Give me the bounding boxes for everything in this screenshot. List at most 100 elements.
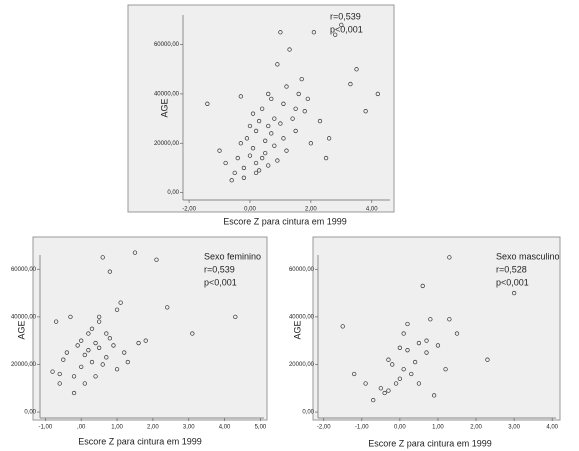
point — [405, 321, 410, 327]
point — [290, 116, 295, 121]
y-axis-label: AGE — [292, 320, 302, 339]
point — [352, 371, 357, 377]
point — [238, 94, 243, 99]
point — [386, 388, 391, 393]
point — [154, 257, 159, 262]
point — [71, 390, 77, 396]
point — [409, 371, 414, 377]
point — [244, 136, 250, 141]
y-axis-label: AGE — [159, 98, 169, 117]
point — [89, 326, 95, 331]
y-tick-label: 20000,00 — [154, 141, 180, 147]
point — [272, 143, 277, 148]
point — [435, 343, 441, 348]
point — [104, 355, 109, 360]
point — [371, 398, 376, 403]
point — [333, 32, 338, 37]
point — [284, 148, 289, 153]
point — [256, 118, 262, 124]
point — [143, 338, 148, 343]
point — [443, 367, 448, 372]
y-tick-label: 60000,00 — [289, 267, 315, 273]
point — [378, 386, 383, 391]
y-tick-label: 0,00 — [24, 410, 36, 416]
point — [223, 160, 228, 166]
point — [68, 314, 73, 320]
point — [416, 381, 422, 386]
point — [275, 62, 280, 67]
point — [96, 314, 102, 320]
y-tick-label: 20000,00 — [289, 362, 315, 368]
point — [229, 178, 234, 183]
x-tick-label: 2,00 — [147, 425, 159, 431]
point — [269, 96, 274, 102]
point — [266, 123, 271, 129]
annotation: p<0,001 — [204, 277, 237, 287]
x-tick-label: 2,00 — [305, 207, 317, 213]
plot-background — [127, 4, 395, 213]
point — [82, 352, 87, 358]
point — [354, 67, 359, 72]
point — [50, 369, 55, 374]
point — [363, 381, 368, 386]
y-tick-label: 40000,00 — [289, 314, 315, 320]
point — [114, 307, 120, 312]
point — [311, 30, 317, 35]
point — [323, 155, 329, 161]
x-tick-label: 1,00 — [111, 425, 123, 431]
point — [71, 374, 77, 379]
point — [269, 131, 274, 136]
point — [266, 91, 271, 97]
point — [317, 118, 323, 124]
point — [165, 305, 170, 310]
y-tick-label: 40000,00 — [11, 314, 37, 320]
y-tick-label: 60000,00 — [11, 267, 37, 273]
x-tick-label: 0,00 — [394, 425, 406, 431]
point — [390, 362, 395, 367]
point — [428, 317, 433, 322]
point — [93, 374, 98, 379]
point — [111, 343, 116, 348]
point — [82, 381, 87, 386]
point — [308, 141, 314, 146]
y-tick-label: 0,00 — [167, 190, 179, 196]
point — [263, 150, 268, 156]
plot-background — [32, 236, 268, 421]
point — [132, 250, 138, 255]
point — [122, 350, 127, 355]
point — [75, 343, 80, 348]
x-tick-label: 3,00 — [183, 425, 195, 431]
annotation: p<0,001 — [496, 277, 529, 287]
point — [293, 128, 298, 134]
point — [424, 350, 429, 355]
x-tick-label: -2,00 — [317, 425, 331, 431]
point — [86, 331, 91, 336]
x-tick-label: 3,00 — [508, 425, 520, 431]
x-axis-label: Escore Z para cintura em 1999 — [223, 216, 347, 226]
y-tick-label: 20000,00 — [11, 362, 37, 368]
point — [253, 170, 259, 176]
point — [107, 336, 113, 341]
y-tick-label: 40000,00 — [154, 92, 180, 98]
annotation: r=0,539 — [204, 264, 235, 274]
point — [382, 390, 387, 396]
y-tick-label: 0,00 — [302, 410, 314, 416]
x-tick-label: 0,00 — [244, 207, 256, 213]
point — [363, 109, 368, 114]
x-tick-label: 4,00 — [546, 425, 558, 431]
point — [253, 128, 259, 134]
point — [96, 319, 102, 324]
point — [299, 76, 304, 82]
point — [272, 116, 277, 121]
point — [348, 81, 353, 87]
y-axis-label: AGE — [16, 320, 26, 339]
annotation: p<0,001 — [330, 24, 363, 34]
point — [250, 146, 256, 151]
point — [275, 158, 280, 163]
point — [238, 141, 243, 146]
point — [412, 359, 418, 365]
point — [241, 175, 247, 180]
point — [259, 106, 265, 111]
point — [281, 101, 286, 106]
point — [386, 357, 391, 362]
